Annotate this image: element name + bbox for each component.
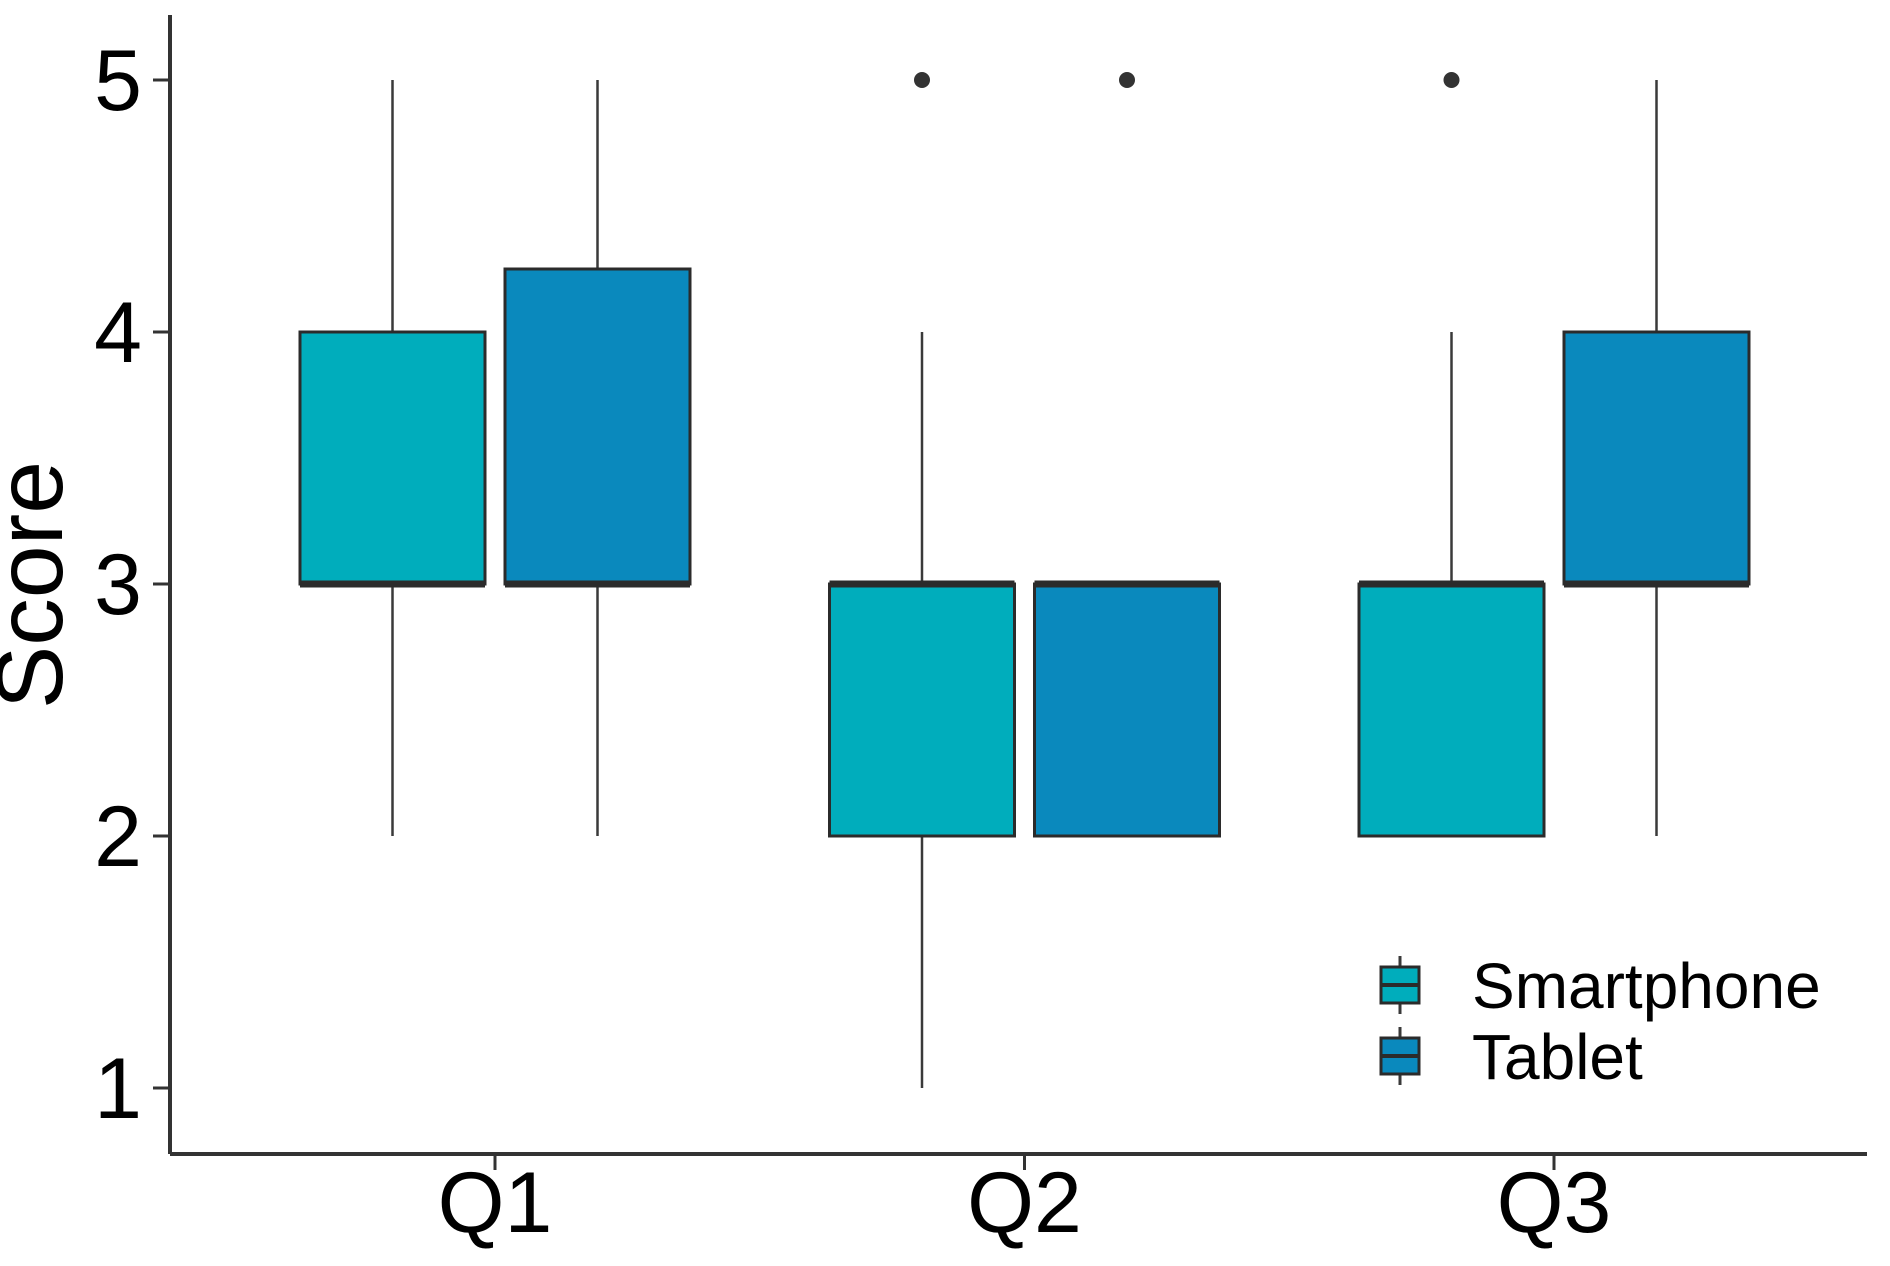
x-tick-label-q1: Q1 [438, 1155, 553, 1251]
legend-label-tablet: Tablet [1472, 1021, 1643, 1093]
legend-label-smartphone: Smartphone [1472, 950, 1821, 1022]
box-q1-tablet [503, 267, 692, 586]
y-tick-label-5: 5 [94, 33, 142, 129]
box-q3-smartphone [1357, 582, 1546, 838]
outlier-q3-smartphone [1443, 72, 1460, 88]
y-tick-label-3: 3 [94, 537, 142, 633]
y-tick-label-2: 2 [94, 789, 142, 885]
x-tick-label-q2: Q2 [967, 1155, 1082, 1251]
y-tick-label-1: 1 [94, 1041, 142, 1137]
outlier-q2-smartphone [914, 72, 930, 88]
outlier-q2-tablet [1119, 72, 1135, 88]
box-q1-smartphone [298, 330, 487, 586]
y-tick-label-4: 4 [94, 285, 142, 381]
box-q2-tablet [1033, 582, 1221, 838]
box-q2-smartphone [828, 582, 1016, 838]
y-axis-title: Score [0, 461, 83, 709]
x-tick-label-q3: Q3 [1497, 1155, 1612, 1251]
box-q3-tablet [1562, 330, 1751, 586]
